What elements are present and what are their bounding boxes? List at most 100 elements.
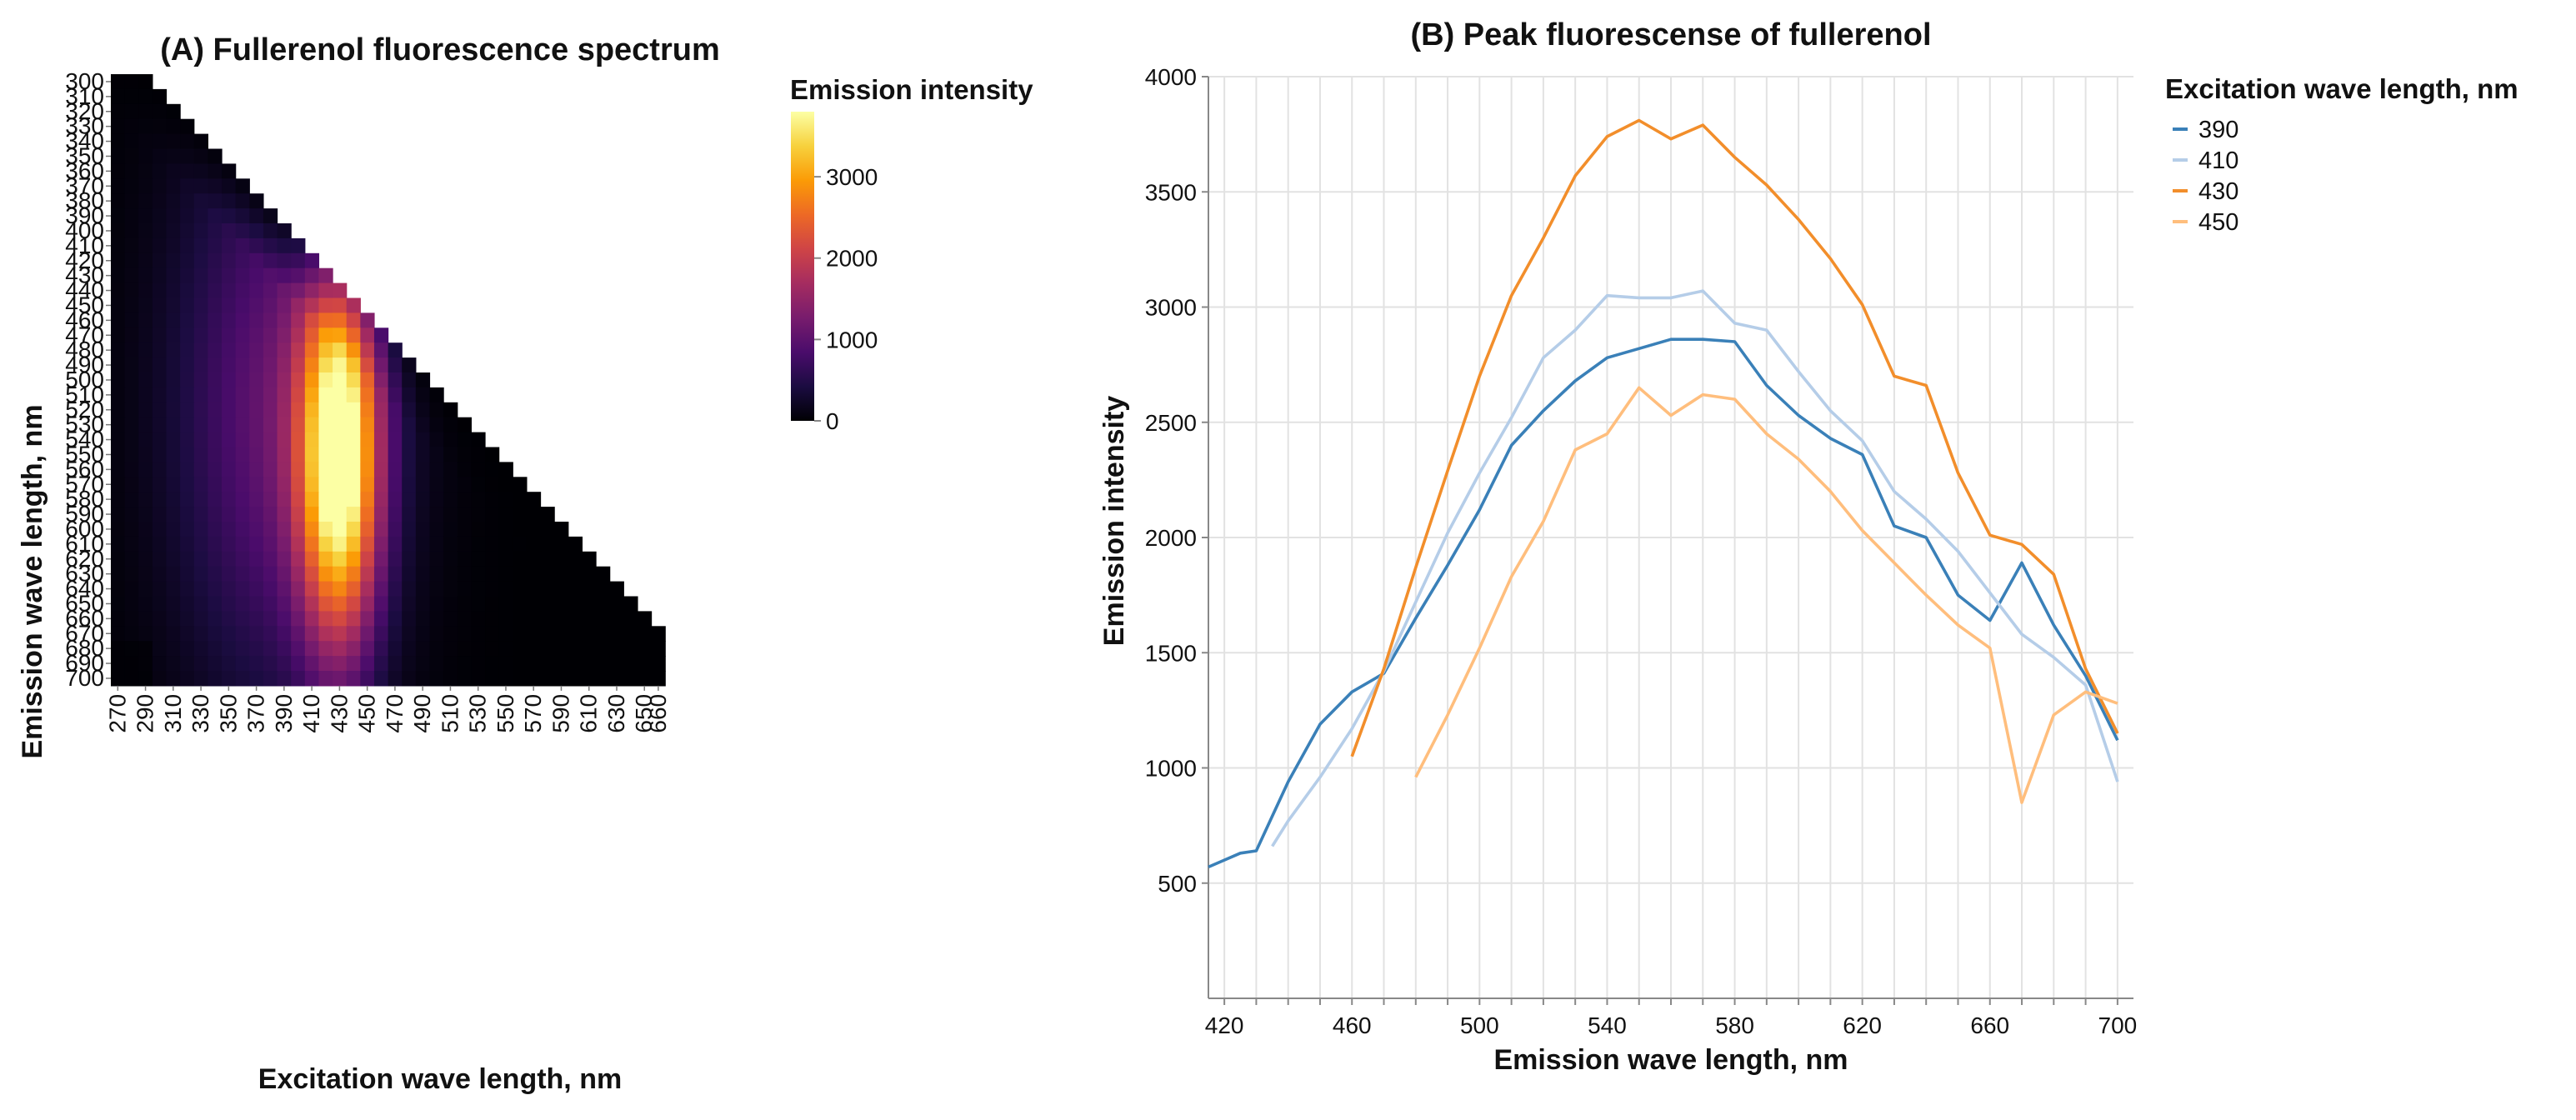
heatmap-cell xyxy=(277,282,292,299)
heatmap-cell xyxy=(304,566,320,582)
heatmap-cell xyxy=(333,342,348,358)
heatmap-cell xyxy=(193,477,209,492)
heatmap-cell xyxy=(166,656,181,672)
heatmap-cell xyxy=(498,581,513,598)
heatmap-cell xyxy=(222,252,237,269)
heatmap-cell xyxy=(111,342,126,358)
heatmap-cell xyxy=(166,312,181,328)
heatmap-cell xyxy=(443,566,458,582)
heatmap-cell xyxy=(402,358,417,373)
y-tick-label: 2500 xyxy=(1145,410,1197,436)
heatmap-cell xyxy=(304,252,320,269)
heatmap-cell xyxy=(152,298,168,313)
heatmap-cell xyxy=(623,656,638,672)
heatmap-cell xyxy=(485,611,500,627)
heatmap-cell xyxy=(249,208,264,224)
heatmap-cell xyxy=(249,626,264,642)
heatmap-cell xyxy=(471,596,486,612)
heatmap-cell xyxy=(193,611,209,627)
heatmap-cell xyxy=(263,223,278,239)
heatmap-cell xyxy=(124,671,139,687)
heatmap-cell xyxy=(582,551,597,568)
heatmap-cell xyxy=(443,671,458,687)
heatmap-cell xyxy=(208,536,223,552)
heatmap-cell xyxy=(318,417,333,433)
heatmap-cell xyxy=(277,417,292,433)
heatmap-cell xyxy=(485,507,500,522)
heatmap-y-tick-label: 330 xyxy=(65,113,104,139)
heatmap-cell xyxy=(291,432,306,448)
heatmap-cell xyxy=(222,417,237,433)
heatmap-y-tick-label: 360 xyxy=(65,158,104,183)
heatmap-cell xyxy=(138,566,153,582)
heatmap-cell xyxy=(263,671,278,687)
heatmap-cell xyxy=(526,611,542,627)
heatmap-cell xyxy=(609,671,624,687)
heatmap-cell xyxy=(208,163,223,179)
x-tick-label: 460 xyxy=(1333,1012,1372,1038)
heatmap-cell xyxy=(263,238,278,254)
heatmap-cell xyxy=(222,282,237,299)
heatmap-cell xyxy=(388,656,403,672)
heatmap-cell xyxy=(498,671,513,687)
x-tick-label: 420 xyxy=(1205,1012,1244,1038)
heatmap-cell xyxy=(415,611,431,627)
heatmap-cell xyxy=(318,626,333,642)
heatmap-cell xyxy=(193,328,209,343)
heatmap-cell xyxy=(166,342,181,358)
heatmap-cell xyxy=(373,417,389,433)
heatmap-cell xyxy=(152,282,168,299)
heatmap-cell xyxy=(124,432,139,448)
heatmap-cell xyxy=(138,492,153,508)
heatmap-cell xyxy=(138,358,153,373)
colorbar-title: Emission intensity xyxy=(790,74,1033,105)
heatmap-cell xyxy=(208,252,223,269)
heatmap-y-tick-label: 590 xyxy=(65,501,104,527)
heatmap-y-tick-label: 670 xyxy=(65,620,104,646)
heatmap-cell xyxy=(333,462,348,478)
heatmap-cell xyxy=(360,656,375,672)
heatmap-cell xyxy=(249,566,264,582)
heatmap-cell xyxy=(208,387,223,403)
heatmap-cell xyxy=(277,596,292,612)
heatmap-cell xyxy=(166,193,181,209)
x-tick-label: 580 xyxy=(1715,1012,1754,1038)
heatmap-cell xyxy=(277,477,292,492)
y-tick-label: 1000 xyxy=(1145,756,1197,782)
heatmap-cell xyxy=(208,312,223,328)
heatmap-cell xyxy=(291,372,306,388)
heatmap-cell xyxy=(193,148,209,164)
heatmap-cell xyxy=(166,402,181,418)
heatmap-cell xyxy=(208,402,223,418)
heatmap-cell xyxy=(304,358,320,373)
heatmap-cell xyxy=(138,328,153,343)
heatmap-y-tick-label: 430 xyxy=(65,262,104,288)
heatmap-cell xyxy=(235,238,250,254)
heatmap-cell xyxy=(180,551,195,568)
heatmap-cell xyxy=(346,462,361,478)
heatmap-cell xyxy=(333,282,348,299)
heatmap-cell xyxy=(540,626,555,642)
heatmap-cell xyxy=(124,178,139,194)
heatmap-cell xyxy=(208,596,223,612)
heatmap-cell xyxy=(111,252,126,269)
heatmap-cell xyxy=(429,417,444,433)
heatmap-cell xyxy=(318,298,333,313)
heatmap-cell xyxy=(304,462,320,478)
heatmap-cell xyxy=(388,507,403,522)
y-tick-label: 2000 xyxy=(1145,525,1197,551)
heatmap-cell xyxy=(443,551,458,568)
heatmap-cell xyxy=(360,387,375,403)
heatmap-cell xyxy=(318,312,333,328)
heatmap-cell xyxy=(304,312,320,328)
heatmap-cell xyxy=(596,671,611,687)
heatmap-cell xyxy=(443,611,458,627)
heatmap-cell xyxy=(249,252,264,269)
heatmap-cell xyxy=(471,656,486,672)
heatmap-cell xyxy=(291,641,306,657)
heatmap-cell xyxy=(373,477,389,492)
heatmap-cell xyxy=(388,402,403,418)
heatmap-cell xyxy=(596,656,611,672)
heatmap-cell xyxy=(388,447,403,462)
heatmap-cell xyxy=(373,358,389,373)
